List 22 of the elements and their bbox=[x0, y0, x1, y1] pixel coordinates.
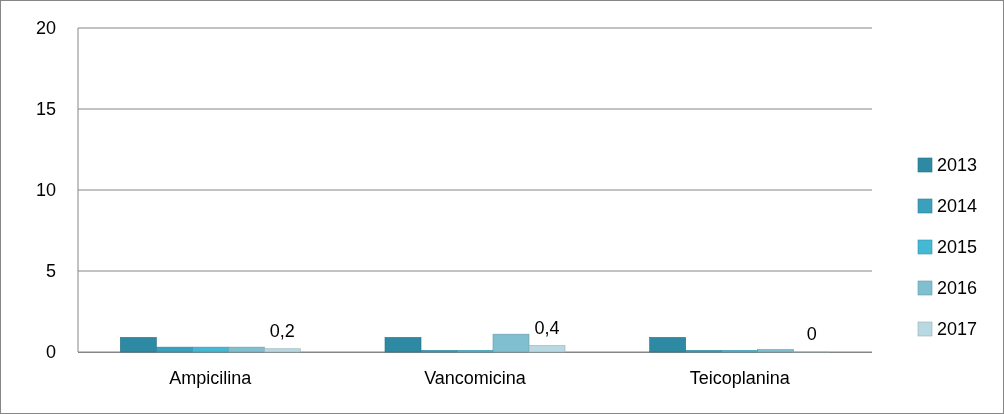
legend-label: 2013 bbox=[937, 155, 978, 176]
legend-label: 2016 bbox=[937, 278, 978, 299]
x-tick-label: Ampicilina bbox=[169, 368, 253, 388]
data-label: 0,2 bbox=[269, 320, 295, 341]
x-tick-label: Teicoplanina bbox=[689, 368, 791, 388]
bar bbox=[264, 348, 301, 353]
data-label: 0 bbox=[806, 324, 817, 344]
bar bbox=[757, 349, 794, 353]
legend-label: 2015 bbox=[937, 237, 978, 258]
bar bbox=[528, 345, 566, 353]
data-label: 0,4 bbox=[534, 317, 560, 338]
x-tick-label: Vancomicina bbox=[424, 368, 527, 388]
y-tick-label: 20 bbox=[35, 18, 56, 39]
bar bbox=[192, 346, 229, 353]
y-tick-label: 0 bbox=[45, 342, 56, 363]
y-tick-label: 15 bbox=[35, 99, 56, 120]
y-tick-label: 5 bbox=[45, 261, 56, 282]
y-tick-label: 10 bbox=[35, 180, 56, 201]
bar bbox=[228, 346, 265, 353]
legend-label: 2014 bbox=[937, 196, 978, 217]
bar bbox=[492, 333, 530, 353]
legend-label: 2017 bbox=[937, 319, 978, 340]
